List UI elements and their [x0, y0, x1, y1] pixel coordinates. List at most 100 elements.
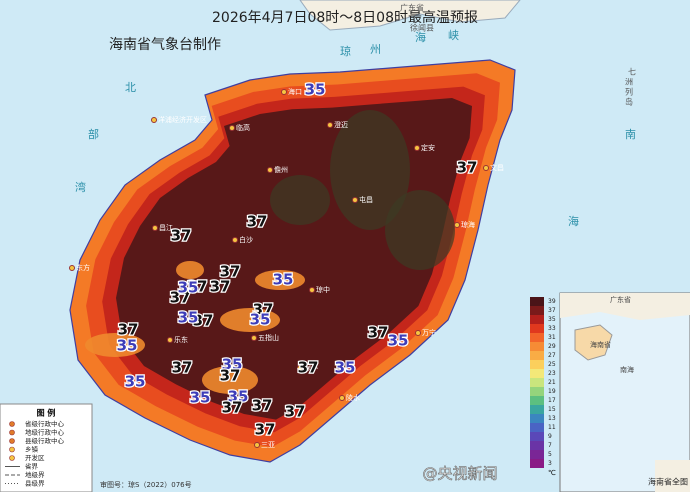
warm-pocket [202, 366, 258, 394]
place-label: 保亭 [304, 363, 318, 372]
legend-label: 乡镇 [25, 445, 39, 454]
sea-label: 琼 [340, 44, 351, 58]
contour-label: 35 [117, 337, 138, 355]
colorbar-tick-label: 25 [548, 361, 556, 368]
place-marker [454, 222, 460, 228]
legend-label: 开发区 [25, 453, 45, 462]
warm-pocket [176, 261, 204, 279]
contour-label: 35 [178, 309, 199, 327]
place-label: 昌江 [159, 224, 173, 232]
contour-label: 35 [388, 332, 409, 350]
colorbar-unit: ℃ [548, 469, 556, 477]
place-label: 文昌 [490, 163, 504, 172]
contour-label: 37 [255, 421, 276, 439]
legend-label: 县级界 [25, 479, 45, 488]
colorbar-tick-label: 33 [548, 325, 556, 332]
place-marker [281, 89, 287, 95]
legend-box [0, 403, 93, 492]
colorbar-tick-label: 21 [548, 379, 556, 386]
contour-label: 37 [298, 359, 319, 377]
colorbar-swatch [530, 387, 544, 396]
colorbar-tick-label: 7 [548, 442, 552, 449]
colorbar-swatch [530, 297, 544, 306]
place-label: 儋州 [274, 165, 288, 174]
contour-label: 35 [222, 356, 243, 374]
legend-symbol [9, 455, 15, 461]
colorbar-swatch [530, 432, 544, 441]
inset-label: 广东省 [610, 295, 631, 304]
sea-label: 海 [568, 214, 579, 228]
colorbar-tick-label: 39 [548, 298, 556, 305]
colorbar-tick-label: 15 [548, 406, 556, 413]
colorbar: 39 37 35 33 31 29 27 25 23 21 19 17 15 13 11 9 7 5 3 ℃ [530, 297, 556, 477]
contour-label: 37 [220, 367, 241, 385]
legend-label: 地级行政中心 [25, 428, 65, 437]
legend-symbol [9, 429, 15, 436]
colorbar-swatch [530, 378, 544, 387]
legend-title: 图 例 [37, 408, 56, 418]
sea-label: 南 [625, 128, 636, 141]
contour-label: 37 [172, 359, 193, 377]
contour-label: 37 [171, 227, 192, 245]
cooler-area [330, 110, 410, 230]
place-marker [414, 145, 420, 151]
contour-label: 35 [305, 81, 326, 99]
colorbar-swatch [530, 414, 544, 423]
place-marker [415, 330, 421, 336]
warm-pocket [220, 308, 280, 332]
contour-label: 37 [368, 324, 389, 342]
place-label: 洋浦经济开发区 [158, 115, 207, 124]
colorbar-swatch [530, 333, 544, 342]
inset-label: 海南省 [590, 340, 611, 349]
sea-label: 峡 [448, 28, 459, 42]
place-label: 三亚 [261, 441, 275, 449]
warm-pocket [85, 333, 145, 357]
legend-label: 省级行政中心 [25, 419, 65, 428]
place-marker [327, 122, 333, 128]
inset-island [574, 324, 613, 361]
place-label: 定安 [421, 143, 435, 152]
sea-label: 广东省 [400, 3, 424, 13]
island [69, 59, 516, 463]
place-marker [167, 337, 173, 343]
contour-label: 35 [125, 373, 146, 391]
place-marker [151, 117, 157, 123]
sea-label: 海 [415, 30, 426, 44]
sea-label: 州 [370, 43, 381, 56]
contour-label: 37 [220, 263, 241, 281]
warm-pocket [255, 270, 305, 290]
contour-label: 37 [253, 301, 274, 319]
colorbar-tick-label: 9 [548, 433, 552, 440]
place-label: 屯昌 [359, 195, 373, 204]
contour-label: 37 [193, 312, 214, 330]
colorbar-tick-label: 27 [548, 352, 556, 359]
title-line-2: 海南省气象台制作 [109, 37, 221, 53]
contour-label: 37 [247, 213, 268, 231]
place-label: 万宁 [422, 328, 436, 337]
place-label: 琼中 [316, 285, 330, 294]
cooler-area [385, 190, 455, 270]
place-marker [254, 442, 260, 448]
place-label: 五指山 [258, 333, 279, 342]
sea-label: 徐闻县 [410, 23, 434, 33]
watermark: @央视新闻 [422, 465, 497, 483]
legend-symbol [9, 446, 15, 453]
colorbar-swatch [530, 441, 544, 450]
contour-label: 37 [210, 278, 231, 296]
colorbar-swatch [530, 324, 544, 333]
contour-label: 37 [222, 399, 243, 417]
legend-symbol [9, 438, 15, 444]
mainland [299, 0, 521, 31]
place-label: 乐东 [174, 335, 188, 344]
place-label: 临高 [236, 123, 250, 132]
inset-mainland [560, 293, 690, 320]
sea-label: 部 [88, 127, 99, 141]
contour-label: 35 [178, 279, 199, 297]
sea-label: 北 [125, 81, 136, 94]
place-marker [352, 197, 358, 203]
cooler-area [270, 175, 330, 225]
contour-label: 37 [285, 403, 306, 421]
place-label: 陵水 [346, 393, 360, 402]
